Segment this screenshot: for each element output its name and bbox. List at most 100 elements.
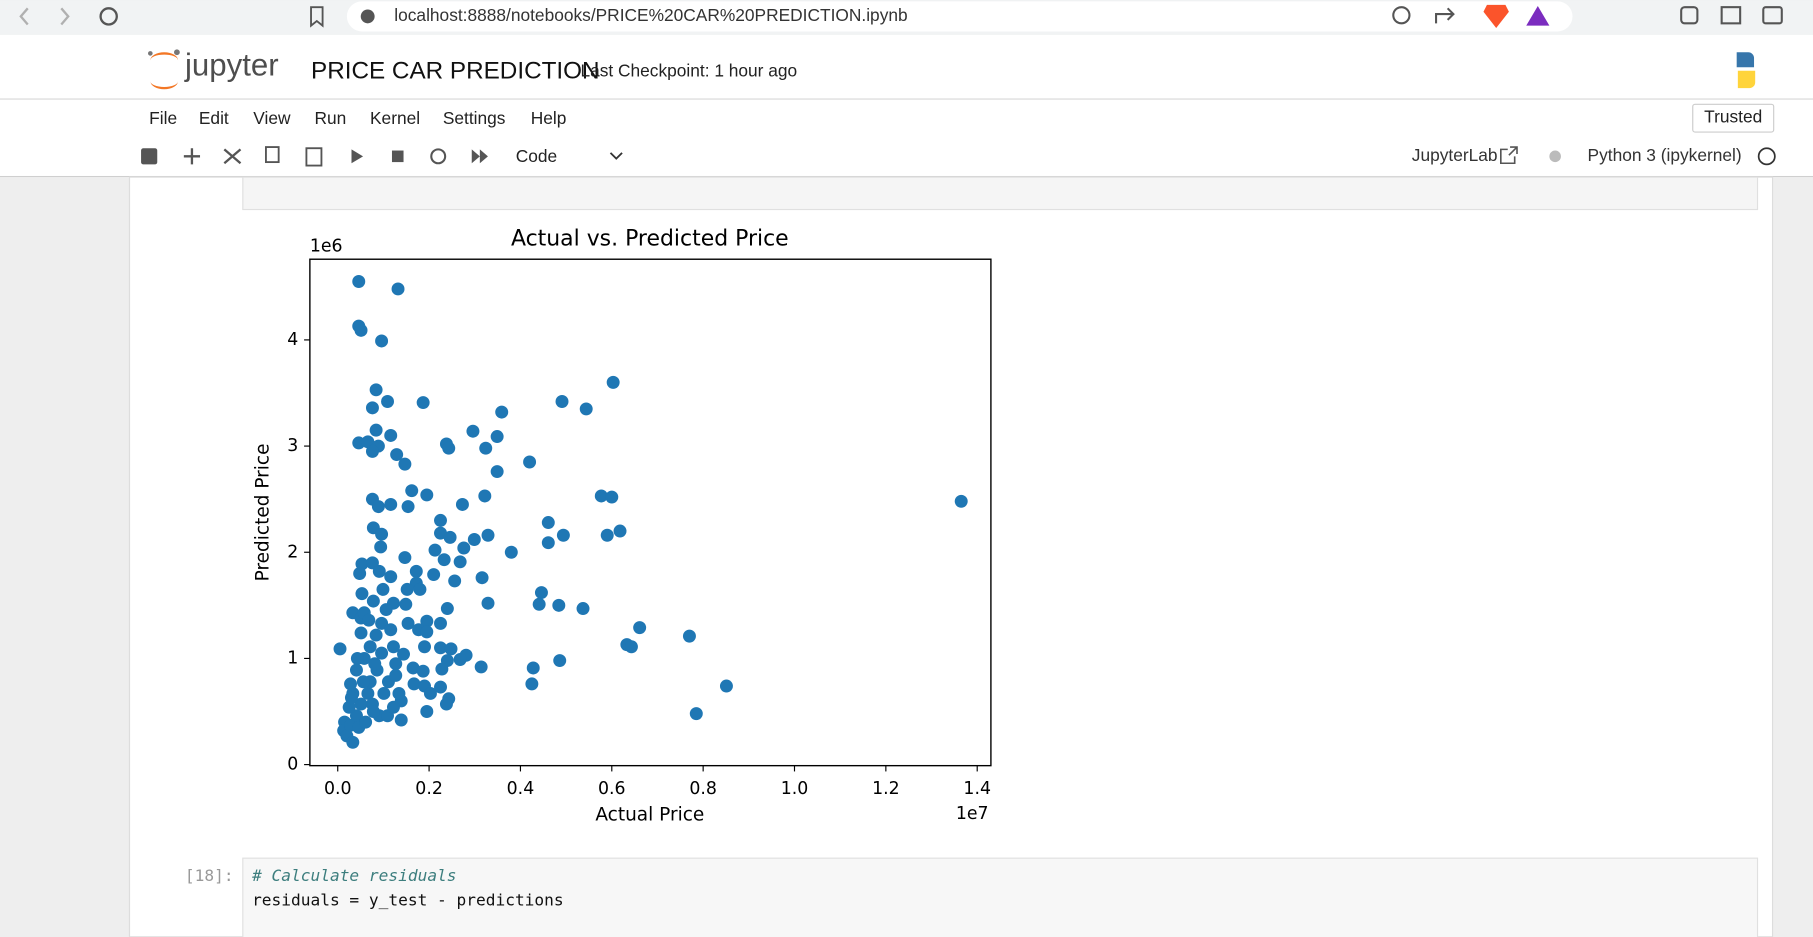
- previous-cell-input[interactable]: [242, 176, 1759, 211]
- paste-button[interactable]: [305, 147, 323, 167]
- wallet-icon[interactable]: [1762, 6, 1783, 25]
- x-tick-label: 0.2: [415, 779, 443, 799]
- scatter-point: [481, 596, 495, 610]
- jupyter-wordmark[interactable]: jupyter: [184, 48, 279, 83]
- scatter-point: [526, 661, 540, 675]
- sidebar-icon[interactable]: [1720, 6, 1742, 25]
- save-button[interactable]: [141, 148, 158, 165]
- code-comment: # Calculate residuals: [251, 866, 456, 885]
- scatter-point: [434, 513, 447, 527]
- header: [0, 34, 1813, 100]
- scatter-point: [398, 551, 412, 565]
- scatter-point: [389, 657, 403, 671]
- scatter-point: [369, 628, 383, 642]
- scatter-point: [594, 489, 608, 503]
- scatter-point: [389, 668, 403, 682]
- site-info-icon[interactable]: [360, 9, 375, 24]
- jupyterlab-link[interactable]: JupyterLab: [1412, 145, 1498, 165]
- scatter-point: [532, 597, 546, 611]
- rewards-icon[interactable]: [1526, 6, 1550, 26]
- scatter-point: [353, 567, 367, 580]
- scatter-point: [344, 677, 358, 691]
- x-tick-label: 0.6: [598, 779, 626, 799]
- x-tick-label: 0.0: [324, 779, 352, 799]
- back-button[interactable]: [19, 7, 29, 26]
- scatter-point: [624, 640, 638, 654]
- menu-item[interactable]: Kernel: [370, 108, 420, 128]
- cut-button[interactable]: [223, 148, 242, 165]
- menu-item[interactable]: Edit: [199, 108, 229, 128]
- scatter-point: [457, 541, 471, 555]
- share-icon[interactable]: [1435, 7, 1455, 24]
- code-cell-input[interactable]: [242, 857, 1759, 937]
- scatter-point: [418, 640, 431, 654]
- scatter-point: [682, 629, 696, 643]
- menu-item[interactable]: View: [253, 108, 291, 128]
- trusted-badge[interactable]: [1692, 103, 1775, 133]
- scatter-point: [606, 375, 620, 389]
- scatter-point: [405, 484, 419, 498]
- copy-button[interactable]: [265, 146, 280, 164]
- scatter-point: [495, 405, 509, 419]
- stop-button[interactable]: [391, 150, 404, 163]
- scatter-point: [428, 543, 442, 557]
- scatter-point: [525, 677, 539, 691]
- cell-type-select[interactable]: Code: [516, 146, 557, 166]
- scatter-point: [416, 664, 430, 678]
- bookmark-icon[interactable]: [310, 6, 324, 28]
- scatter-point: [453, 555, 467, 569]
- zoom-icon[interactable]: [1392, 6, 1411, 25]
- scatter-point: [401, 616, 415, 630]
- scatter-point: [390, 448, 404, 462]
- scatter-point: [354, 323, 368, 337]
- address-bar[interactable]: [346, 1, 1573, 32]
- scatter-point: [600, 528, 614, 542]
- x-tick-label: 0.4: [507, 779, 535, 799]
- restart-button[interactable]: [430, 148, 447, 165]
- menu-item[interactable]: File: [149, 108, 177, 128]
- y-tick-label: 1: [287, 648, 298, 668]
- scatter-point: [434, 641, 447, 655]
- menu-item[interactable]: Help: [531, 108, 567, 128]
- python-logo-bottom: [1737, 70, 1756, 89]
- scatter-point: [523, 455, 537, 469]
- menu-item[interactable]: Run: [315, 108, 347, 128]
- brave-icon[interactable]: [1483, 4, 1509, 28]
- x-tick-label: 0.8: [689, 779, 717, 799]
- scatter-point: [579, 402, 593, 416]
- external-link-icon: [1500, 146, 1518, 165]
- scatter-point: [613, 524, 627, 538]
- scatter-point: [416, 396, 430, 410]
- reload-button[interactable]: [99, 7, 118, 26]
- scatter-point: [392, 686, 406, 700]
- scatter-point: [366, 594, 380, 608]
- forward-button[interactable]: [60, 7, 70, 26]
- scatter-point: [354, 697, 368, 711]
- scatter-point: [605, 490, 619, 504]
- run-all-button[interactable]: [471, 149, 488, 164]
- scatter-point: [475, 571, 489, 585]
- extensions-icon[interactable]: [1680, 6, 1699, 25]
- scatter-point: [552, 598, 566, 612]
- kernel-name[interactable]: Python 3 (ipykernel): [1588, 145, 1742, 165]
- scatter-point: [576, 602, 590, 615]
- y-offset-label: 1e6: [310, 237, 343, 257]
- insert-cell-button[interactable]: [183, 148, 201, 165]
- x-tick-label: 1.0: [781, 779, 809, 799]
- scatter-point: [400, 582, 414, 596]
- menu-item[interactable]: Settings: [443, 108, 506, 128]
- scatter-point: [407, 677, 421, 691]
- scatter-point: [481, 528, 495, 542]
- notebook-title[interactable]: PRICE CAR PREDICTION: [311, 57, 600, 84]
- debugger-icon[interactable]: [1549, 150, 1561, 163]
- scatter-point: [478, 489, 492, 503]
- scatter-point: [409, 564, 423, 578]
- scatter-point: [443, 530, 457, 544]
- scatter-point: [379, 603, 393, 617]
- scatter-point: [453, 653, 467, 666]
- scatter-point: [384, 570, 398, 584]
- scatter-point: [366, 705, 380, 718]
- run-button[interactable]: [351, 149, 364, 164]
- scatter-point: [541, 516, 555, 529]
